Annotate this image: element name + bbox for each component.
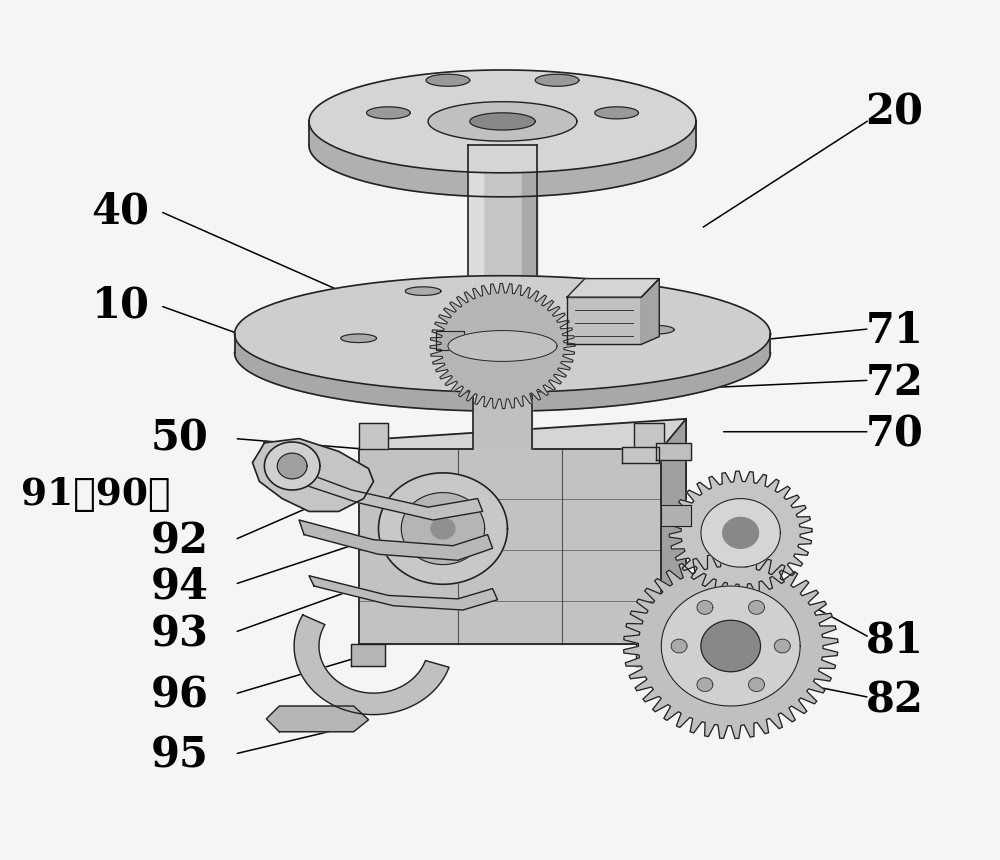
Text: 81: 81 — [865, 619, 923, 661]
Polygon shape — [468, 145, 537, 301]
Polygon shape — [405, 287, 441, 296]
Polygon shape — [522, 145, 537, 301]
Polygon shape — [661, 505, 691, 526]
Polygon shape — [378, 473, 507, 584]
Text: 96: 96 — [151, 675, 209, 716]
Polygon shape — [473, 370, 532, 449]
Polygon shape — [697, 600, 713, 614]
Text: 40: 40 — [91, 190, 149, 232]
Polygon shape — [309, 575, 498, 610]
Polygon shape — [535, 74, 579, 86]
Polygon shape — [584, 289, 620, 298]
Polygon shape — [470, 113, 535, 130]
Polygon shape — [634, 423, 664, 449]
Polygon shape — [235, 276, 770, 392]
Polygon shape — [567, 298, 641, 344]
Polygon shape — [458, 338, 486, 351]
Polygon shape — [401, 493, 485, 564]
Polygon shape — [359, 449, 661, 644]
Polygon shape — [426, 74, 470, 86]
Polygon shape — [351, 644, 385, 666]
Polygon shape — [299, 520, 493, 561]
Text: 82: 82 — [865, 679, 923, 721]
Polygon shape — [638, 325, 674, 334]
Polygon shape — [669, 471, 812, 594]
Polygon shape — [430, 284, 575, 408]
Polygon shape — [252, 439, 374, 512]
Polygon shape — [636, 644, 671, 666]
Polygon shape — [309, 121, 696, 197]
Text: 95: 95 — [151, 734, 209, 777]
Polygon shape — [367, 107, 410, 119]
Polygon shape — [749, 678, 764, 691]
Text: 10: 10 — [91, 285, 149, 327]
Polygon shape — [723, 518, 758, 549]
Polygon shape — [622, 447, 659, 463]
Polygon shape — [774, 639, 790, 653]
Text: 50: 50 — [151, 418, 209, 459]
Polygon shape — [567, 279, 659, 298]
Polygon shape — [428, 101, 577, 141]
Polygon shape — [661, 586, 800, 706]
Text: 71: 71 — [865, 310, 923, 353]
Text: 91（90）: 91（90） — [21, 476, 170, 513]
Polygon shape — [701, 620, 760, 672]
Polygon shape — [266, 706, 369, 732]
Polygon shape — [624, 554, 838, 739]
Polygon shape — [671, 639, 687, 653]
Polygon shape — [264, 442, 320, 490]
Polygon shape — [468, 145, 483, 301]
Polygon shape — [309, 70, 696, 173]
Polygon shape — [749, 600, 764, 614]
Polygon shape — [431, 519, 455, 539]
Text: 20: 20 — [865, 92, 923, 134]
Polygon shape — [595, 107, 638, 119]
Polygon shape — [294, 615, 449, 715]
Polygon shape — [277, 453, 307, 479]
Polygon shape — [661, 419, 686, 644]
Polygon shape — [235, 334, 770, 411]
Text: 70: 70 — [865, 414, 923, 455]
Polygon shape — [641, 279, 659, 344]
Polygon shape — [436, 331, 464, 350]
Text: 72: 72 — [865, 362, 923, 404]
Text: 94: 94 — [151, 565, 209, 607]
Polygon shape — [287, 466, 483, 520]
Polygon shape — [697, 678, 713, 691]
Polygon shape — [448, 330, 557, 361]
Text: 93: 93 — [151, 613, 209, 655]
Polygon shape — [656, 443, 691, 460]
Text: 92: 92 — [151, 520, 209, 562]
Polygon shape — [359, 419, 686, 449]
Polygon shape — [341, 334, 376, 342]
Polygon shape — [359, 423, 388, 449]
Polygon shape — [701, 499, 780, 567]
